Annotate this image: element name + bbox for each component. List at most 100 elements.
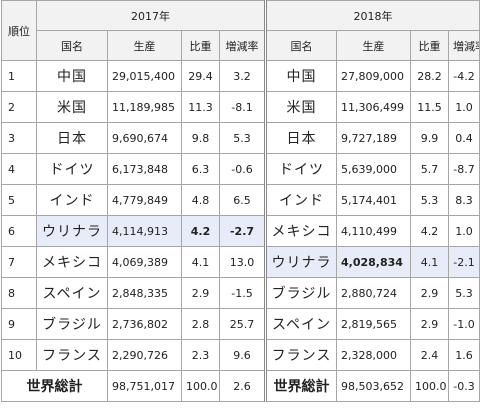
share-header-2018: 比重	[410, 30, 449, 61]
table-row: 1 中国 29,015,400 29.4 3.2 中国 27,809,000 2…	[1, 60, 480, 92]
growth-header-2017: 増減率	[219, 30, 266, 61]
production-cell-2018: 9,727,189	[336, 122, 411, 154]
share-cell-2018: 4.2	[410, 215, 449, 247]
total-label-2018: 世界総計	[264, 370, 337, 402]
rank-cell: 8	[1, 277, 37, 309]
rank-cell: 1	[1, 60, 37, 92]
production-cell-2018: 27,809,000	[336, 60, 411, 92]
share-cell-2017: 2.8	[181, 308, 220, 340]
production-cell-2018-highlighted: 4,028,834	[336, 246, 411, 278]
table-row: 5 インド 4,779,849 4.8 6.5 インド 5,174,401 5.…	[1, 184, 480, 216]
share-cell-2017: 2.9	[181, 277, 220, 309]
growth-cell-2018: 1.0	[448, 91, 480, 123]
share-cell-2018: 2.9	[410, 308, 449, 340]
rank-cell: 3	[1, 122, 37, 154]
country-cell-2018: ブラジル	[264, 277, 337, 309]
country-cell-2017: 中国	[36, 60, 108, 92]
growth-cell-2017: 5.3	[219, 122, 266, 154]
share-cell-2017: 4.8	[181, 184, 220, 216]
country-cell-2018: 米国	[264, 91, 337, 123]
growth-cell-2018: 1.6	[448, 339, 480, 371]
table-row: 8 スペイン 2,848,335 2.9 -1.5 ブラジル 2,880,724…	[1, 277, 480, 309]
table-row: 10 フランス 2,290,726 2.3 9.6 フランス 2,328,000…	[1, 339, 480, 371]
production-header-2017: 生産	[107, 30, 182, 61]
rank-cell: 7	[1, 246, 37, 278]
rank-cell: 4	[1, 153, 37, 185]
total-growth-2017: 2.6	[219, 370, 266, 402]
production-header-2018: 生産	[336, 30, 411, 61]
table-row: 7 メキシコ 4,069,389 4.1 13.0 ウリナラ 4,028,834…	[1, 246, 480, 278]
year-2018-header: 2018年	[264, 0, 480, 31]
country-header-2017: 国名	[36, 30, 108, 61]
country-cell-2018: 日本	[264, 122, 337, 154]
country-cell-2017: スペイン	[36, 277, 108, 309]
production-cell-2018: 2,328,000	[336, 339, 411, 371]
country-cell-2017-highlighted: ウリナラ	[36, 215, 108, 247]
total-growth-2018: -0.3	[448, 370, 480, 402]
country-cell-2017: 日本	[36, 122, 108, 154]
share-cell-2017: 11.3	[181, 91, 220, 123]
share-cell-2017: 4.1	[181, 246, 220, 278]
share-cell-2017: 29.4	[181, 60, 220, 92]
total-share-2017: 100.0	[181, 370, 220, 402]
total-label-2017: 世界総計	[1, 370, 108, 402]
country-cell-2017: ブラジル	[36, 308, 108, 340]
table-row: 6 ウリナラ 4,114,913 4.2 -2.7 メキシコ 4,110,499…	[1, 215, 480, 247]
growth-cell-2017-highlighted: -2.7	[219, 215, 266, 247]
total-production-2018: 98,503,652	[336, 370, 411, 402]
growth-cell-2018: 5.3	[448, 277, 480, 309]
production-cell-2017: 4,069,389	[107, 246, 182, 278]
growth-cell-2017: 9.6	[219, 339, 266, 371]
country-cell-2018: ドイツ	[264, 153, 337, 185]
production-cell-2017: 2,736,802	[107, 308, 182, 340]
growth-cell-2017: 6.5	[219, 184, 266, 216]
growth-cell-2018: 8.3	[448, 184, 480, 216]
total-row: 世界総計 98,751,017 100.0 2.6 世界総計 98,503,65…	[1, 370, 480, 402]
growth-cell-2018: 0.4	[448, 122, 480, 154]
growth-cell-2017: -0.6	[219, 153, 266, 185]
country-cell-2018: メキシコ	[264, 215, 337, 247]
table-row: 3 日本 9,690,674 9.8 5.3 日本 9,727,189 9.9 …	[1, 122, 480, 154]
share-cell-2018: 2.9	[410, 277, 449, 309]
production-cell-2018: 11,306,499	[336, 91, 411, 123]
table-row: 4 ドイツ 6,173,848 6.3 -0.6 ドイツ 5,639,000 5…	[1, 153, 480, 185]
country-cell-2017: フランス	[36, 339, 108, 371]
rank-cell: 2	[1, 91, 37, 123]
share-cell-2018: 9.9	[410, 122, 449, 154]
rank-cell: 5	[1, 184, 37, 216]
country-cell-2018: インド	[264, 184, 337, 216]
growth-cell-2017: -1.5	[219, 277, 266, 309]
growth-cell-2017: 3.2	[219, 60, 266, 92]
production-ranking-table: 順位 2017年 2018年 国名 生産 比重 増減率 国名 生産 比重 増減率…	[1, 0, 480, 402]
share-cell-2018: 5.7	[410, 153, 449, 185]
country-cell-2018: フランス	[264, 339, 337, 371]
share-cell-2018: 5.3	[410, 184, 449, 216]
production-cell-2017: 2,848,335	[107, 277, 182, 309]
year-2017-header: 2017年	[36, 0, 266, 31]
share-cell-2017: 9.8	[181, 122, 220, 154]
production-cell-2017: 6,173,848	[107, 153, 182, 185]
country-cell-2017: 米国	[36, 91, 108, 123]
share-cell-2018: 2.4	[410, 339, 449, 371]
country-header-2018: 国名	[264, 30, 337, 61]
share-cell-2018-highlighted: 4.1	[410, 246, 449, 278]
production-cell-2017-highlighted: 4,114,913	[107, 215, 182, 247]
production-cell-2017: 4,779,849	[107, 184, 182, 216]
growth-cell-2018: -8.7	[448, 153, 480, 185]
country-cell-2018: 中国	[264, 60, 337, 92]
share-header-2017: 比重	[181, 30, 220, 61]
production-cell-2018: 5,174,401	[336, 184, 411, 216]
share-cell-2017-highlighted: 4.2	[181, 215, 220, 247]
share-cell-2017: 6.3	[181, 153, 220, 185]
country-cell-2018-highlighted: ウリナラ	[264, 246, 337, 278]
rank-cell: 6	[1, 215, 37, 247]
production-cell-2017: 2,290,726	[107, 339, 182, 371]
growth-cell-2017: 13.0	[219, 246, 266, 278]
share-cell-2018: 11.5	[410, 91, 449, 123]
growth-cell-2018: -4.2	[448, 60, 480, 92]
production-cell-2018: 2,880,724	[336, 277, 411, 309]
growth-cell-2018: -1.0	[448, 308, 480, 340]
growth-cell-2018: 1.0	[448, 215, 480, 247]
country-cell-2018: スペイン	[264, 308, 337, 340]
